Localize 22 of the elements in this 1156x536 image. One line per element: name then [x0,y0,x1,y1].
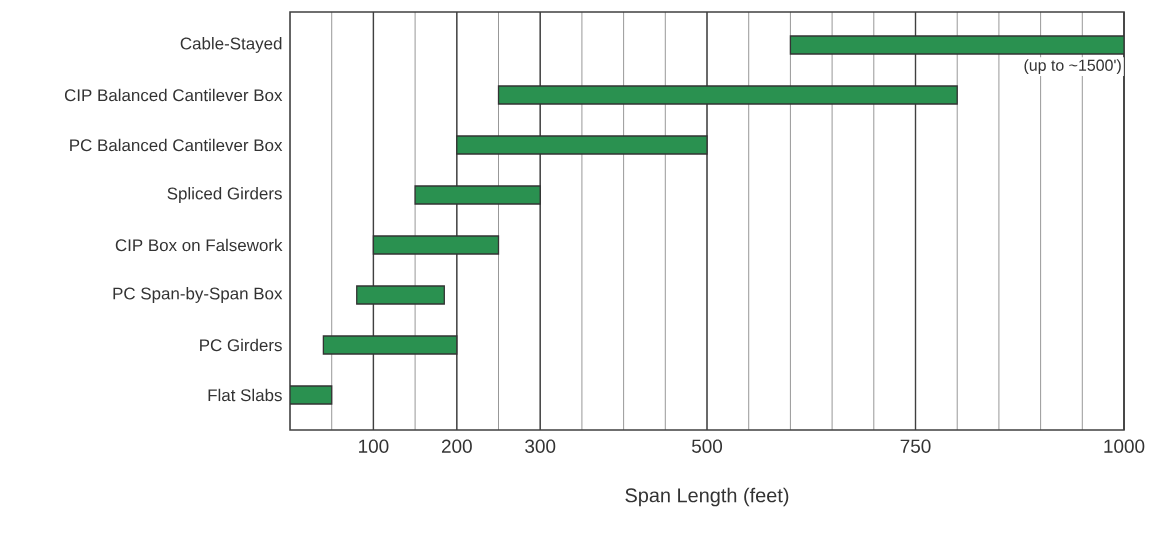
bar [322,335,458,355]
bar [414,185,541,205]
y-tick-label: PC Girders [200,338,282,352]
x-tick-label: 500 [691,439,723,453]
bar [456,135,708,155]
y-tick-label: Spliced Girders [167,187,282,203]
y-tick-label: CIP Box on Falsework [115,238,283,252]
y-tick-label: PC Span-by-Span Box [113,287,283,303]
bar [497,85,958,105]
y-tick-label: Cable-Stayed [180,37,282,53]
y-tick-label: PC Balanced Cantilever Box [70,138,283,152]
x-tick-label: 750 [900,439,931,453]
annotation: (up to ~1500') [1024,59,1121,75]
y-tick-label: Flat Slabs [208,388,282,402]
x-tick-label: 100 [359,439,389,453]
x-tick-label: 200 [441,439,472,453]
x-tick-label: 300 [525,439,556,453]
x-axis-title: Span Length (feet) [625,487,789,507]
bar [372,235,500,255]
y-tick-label: CIP Balanced Cantilever Box [64,88,283,102]
x-tick-label: 1000 [1104,439,1145,453]
bar [356,285,445,305]
